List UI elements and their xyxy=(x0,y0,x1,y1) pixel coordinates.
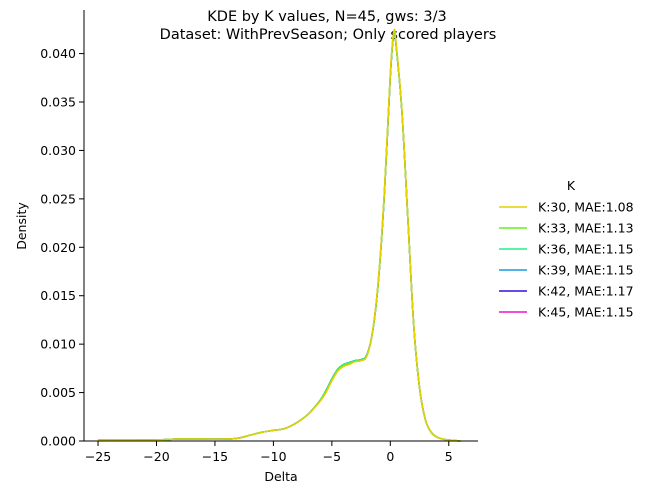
x-axis-label: Delta xyxy=(264,469,297,484)
y-tick-label: 0.000 xyxy=(40,434,76,449)
legend: K K:30, MAE:1.08 K:33, MAE:1.13 K:36, MAE:… xyxy=(499,178,634,320)
x-tick-label: −25 xyxy=(85,449,111,464)
legend-title: K xyxy=(567,178,576,193)
y-ticks: 0.000 0.005 0.010 0.015 0.020 0.025 0.030 0.035… xyxy=(40,46,84,449)
legend-items: K:30, MAE:1.08 K:33, MAE:1.13 K:36, MAE:1.… xyxy=(499,200,634,320)
x-tick-label: −5 xyxy=(323,449,341,464)
x-tick-label: −20 xyxy=(143,449,169,464)
x-ticks: −25 −20 −15 −10 −5 0 5 xyxy=(85,441,453,464)
y-tick-label: 0.040 xyxy=(40,46,76,61)
chart-subtitle: Dataset: WithPrevSeason; Only scored pla… xyxy=(160,27,497,43)
legend-label-3: K:36, MAE:1.15 xyxy=(538,242,634,257)
legend-label-1: K:30, MAE:1.08 xyxy=(538,200,634,215)
y-axis-label: Density xyxy=(14,202,29,250)
x-tick-label: 0 xyxy=(386,449,394,464)
legend-label-4: K:39, MAE:1.15 xyxy=(538,263,634,278)
series-line-5 xyxy=(98,30,461,442)
x-tick-label: −10 xyxy=(260,449,286,464)
y-tick-label: 0.030 xyxy=(40,143,76,158)
y-tick-label: 0.025 xyxy=(40,191,76,206)
series-layer xyxy=(98,28,461,442)
y-tick-label: 0.005 xyxy=(40,385,76,400)
series-line-3 xyxy=(98,30,461,442)
y-tick-label: 0.035 xyxy=(40,95,76,110)
legend-label-5: K:42, MAE:1.17 xyxy=(538,284,634,299)
series-line-2 xyxy=(98,29,461,442)
x-tick-label: −15 xyxy=(202,449,228,464)
x-tick-label: 5 xyxy=(445,449,453,464)
legend-label-6: K:45, MAE:1.15 xyxy=(538,305,634,320)
y-tick-label: 0.015 xyxy=(40,288,76,303)
y-tick-label: 0.020 xyxy=(40,240,76,255)
legend-label-2: K:33, MAE:1.13 xyxy=(538,221,634,236)
series-line-6 xyxy=(98,30,461,442)
chart-title: KDE by K values, N=45, gws: 3/3 xyxy=(207,9,446,25)
series-line-4 xyxy=(98,30,461,442)
y-tick-label: 0.010 xyxy=(40,337,76,352)
series-line-1 xyxy=(98,28,461,442)
